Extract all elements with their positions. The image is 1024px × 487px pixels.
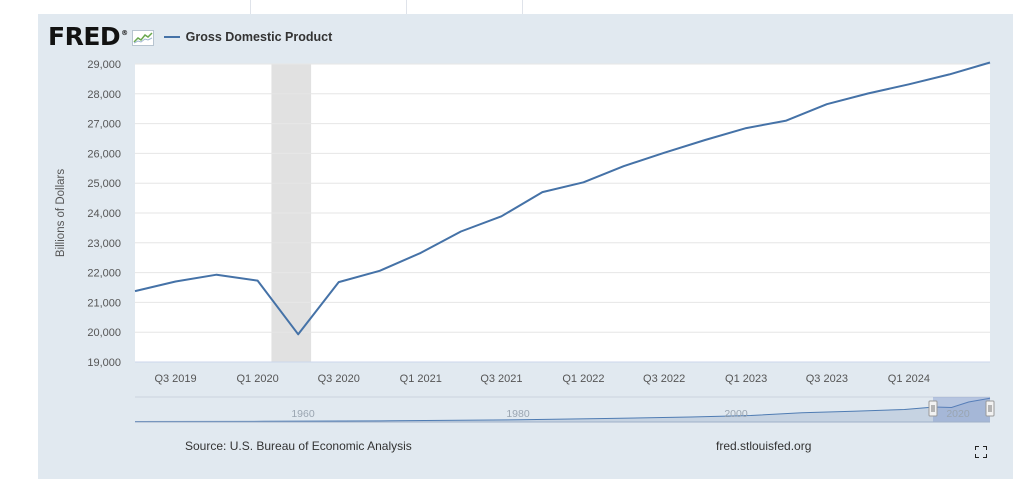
y-tick-label: 20,000 (87, 327, 121, 339)
x-tick-label: Q3 2022 (643, 373, 685, 385)
data-point (296, 332, 301, 337)
legend-swatch (163, 36, 180, 38)
x-tick-label: Q1 2021 (400, 373, 442, 385)
data-point (784, 118, 789, 123)
data-point (133, 289, 138, 294)
legend-label: Gross Domestic Product (185, 30, 333, 44)
data-point (988, 60, 993, 65)
navigator-handle[interactable] (985, 400, 995, 417)
chart-svg[interactable]: 19,000 20,000 21,000 22,000 23,000 24,000 25,0… (38, 14, 1013, 479)
data-point (255, 278, 260, 283)
navigator-area (135, 398, 990, 422)
data-point (865, 91, 870, 96)
fullscreen-icon[interactable] (975, 446, 987, 458)
y-tick-label: 21,000 (87, 297, 121, 309)
data-point (621, 164, 626, 169)
y-axis-title: Billions of Dollars (55, 169, 67, 257)
x-tick-label: Q1 2023 (725, 373, 767, 385)
tab-divider (406, 0, 407, 14)
y-tick-label: 24,000 (87, 208, 121, 220)
navigator-selection (933, 397, 990, 422)
source-note: Source: U.S. Bureau of Economic Analysis (185, 439, 412, 453)
tab-divider (250, 0, 251, 14)
navigator-handle[interactable] (928, 400, 938, 417)
data-point (744, 126, 749, 131)
y-tick-label: 26,000 (87, 148, 121, 160)
data-point (947, 72, 952, 77)
data-point (499, 214, 504, 219)
navigator-label: 2000 (724, 408, 748, 420)
x-tick-label: Q3 2023 (806, 373, 848, 385)
chart-thumbnail-icon (131, 30, 154, 46)
x-tick-label: Q3 2020 (318, 373, 360, 385)
fred-logo[interactable]: FRED® (48, 21, 128, 51)
x-tick-label: Q3 2021 (480, 373, 522, 385)
data-point (662, 150, 667, 155)
y-tick-label: 25,000 (87, 178, 121, 190)
data-point (906, 82, 911, 87)
navigator-line (134, 397, 991, 422)
data-point (458, 229, 463, 234)
y-tick-label: 19,000 (87, 357, 121, 369)
tab-divider (522, 0, 523, 14)
y-tick-label: 27,000 (87, 119, 121, 131)
data-point (418, 250, 423, 255)
y-tick-label: 29,000 (87, 59, 121, 71)
chart-panel: 19,000 20,000 21,000 22,000 23,000 24,000 25,0… (38, 14, 1013, 479)
x-tick-label: Q1 2020 (236, 373, 278, 385)
chart-header: FRED® Gross Domestic Product (48, 21, 333, 51)
series-line (134, 61, 991, 336)
legend[interactable]: Gross Domestic Product (163, 30, 333, 44)
data-point (336, 280, 341, 285)
data-point (540, 190, 545, 195)
navigator-label: 1960 (291, 408, 315, 420)
x-tick-label: Q1 2024 (888, 373, 930, 385)
navigator-label: 2020 (946, 408, 970, 420)
data-point (581, 180, 586, 185)
y-tick-label: 23,000 (87, 238, 121, 250)
data-point (214, 272, 219, 277)
x-tick-label: Q3 2019 (154, 373, 196, 385)
navigator-label: 1980 (506, 408, 530, 420)
data-point (377, 268, 382, 273)
x-tick-label: Q1 2022 (562, 373, 604, 385)
data-point (703, 137, 708, 142)
data-point (824, 102, 829, 107)
top-strip (0, 0, 1024, 14)
data-point (173, 279, 178, 284)
y-tick-label: 22,000 (87, 268, 121, 280)
y-tick-label: 28,000 (87, 89, 121, 101)
fred-url[interactable]: fred.stlouisfed.org (716, 439, 812, 453)
